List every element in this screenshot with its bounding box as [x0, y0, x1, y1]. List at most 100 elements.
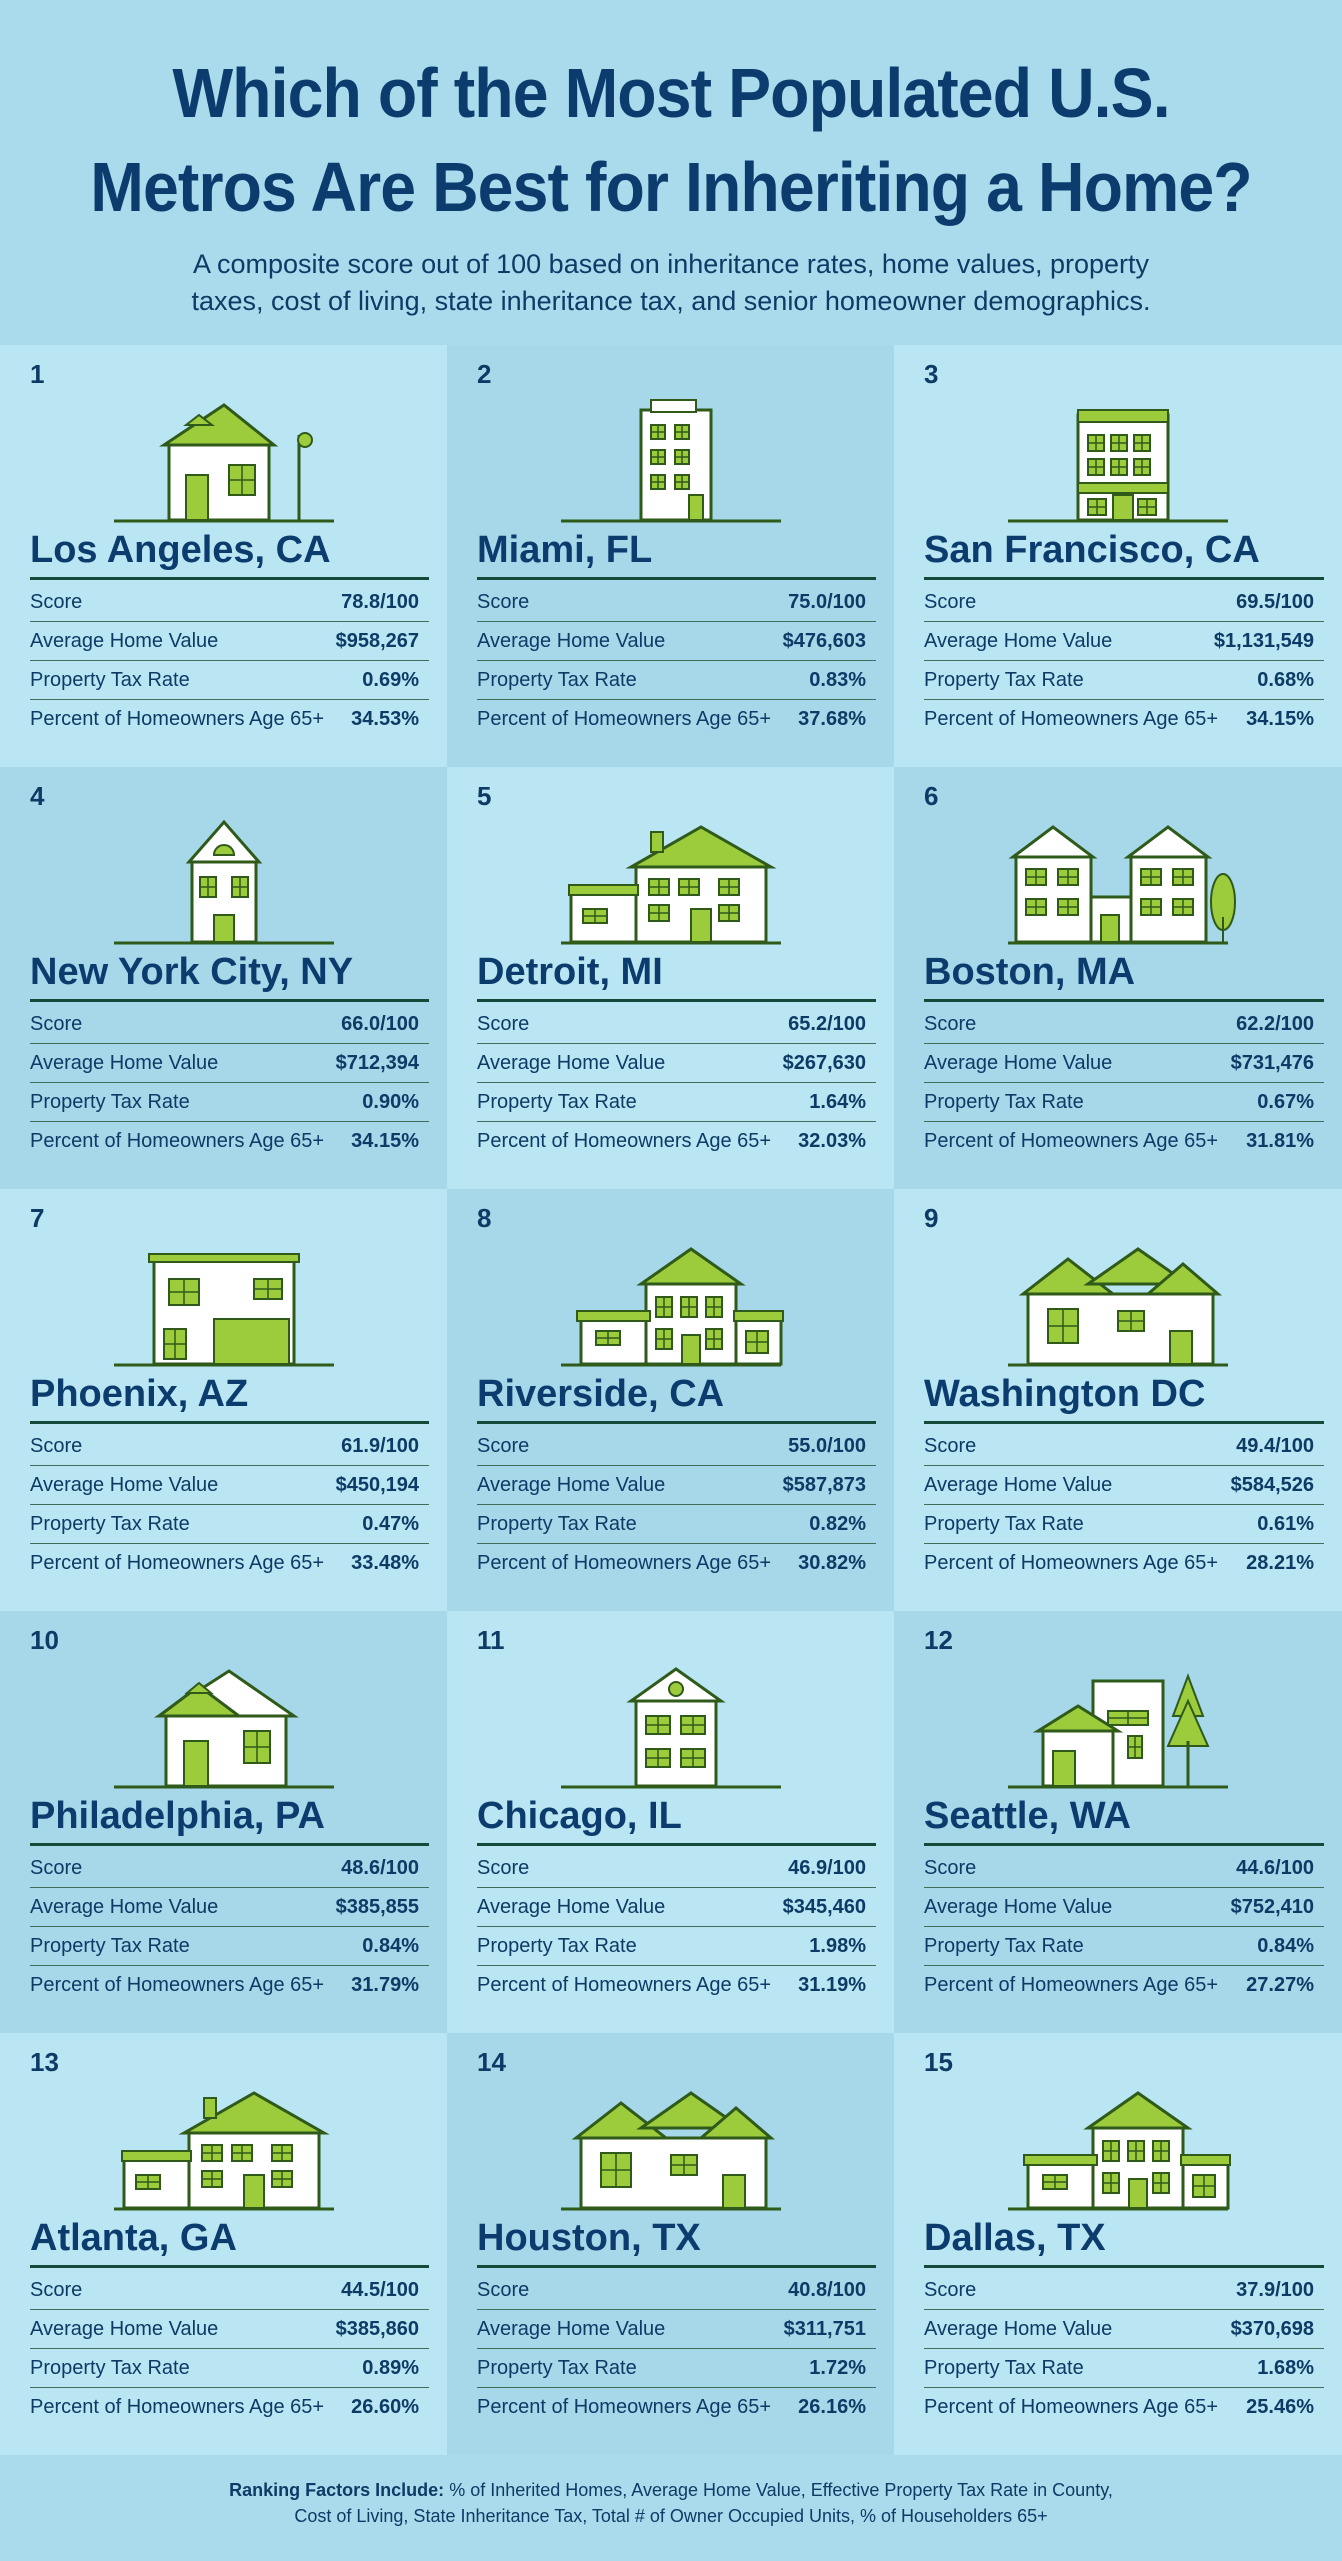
age65-label: Percent of Homeowners Age 65+	[477, 2395, 772, 2418]
city-name: Dallas, TX	[924, 2213, 1324, 2268]
tax-rate-label: Property Tax Rate	[477, 668, 637, 691]
tax-rate-value: 0.47%	[362, 1512, 419, 1535]
tax-rate-label: Property Tax Rate	[30, 1934, 190, 1957]
rank-number: 10	[30, 1625, 59, 1655]
stats-table: Score 37.9/100 Average Home Value $370,698…	[924, 2271, 1324, 2426]
age65-value: 31.79%	[351, 1973, 419, 1996]
footer-line-1: % of Inherited Homes, Average Home Value…	[449, 2480, 1113, 2500]
rank-number: 12	[924, 1625, 953, 1655]
home-value: $1,131,549	[1213, 629, 1314, 652]
rank-number: 8	[477, 1203, 492, 1233]
tax-rate-row: Property Tax Rate 0.84%	[30, 1927, 429, 1966]
metro-card: 4 New York City, NY Score 66.0/100 Averag…	[0, 767, 447, 1189]
title-line-2: Metros Are Best for Inheriting a Home?	[90, 148, 1252, 226]
tax-rate-label: Property Tax Rate	[477, 1934, 637, 1957]
age65-value: 30.82%	[798, 1551, 866, 1574]
stats-table: Score 75.0/100 Average Home Value $476,603…	[477, 583, 876, 738]
home-value-label: Average Home Value	[30, 1895, 219, 1918]
home-value-label: Average Home Value	[477, 629, 666, 652]
score-row: Score 62.2/100	[924, 1005, 1324, 1044]
modern-house-icon	[113, 1253, 334, 1367]
metro-card: 8 Riverside, CA Score 55.0/100 Average Ho…	[447, 1189, 894, 1611]
age65-label: Percent of Homeowners Age 65+	[924, 1973, 1219, 1996]
stats-table: Score 44.6/100 Average Home Value $752,410…	[924, 1849, 1324, 2004]
tax-rate-value: 1.68%	[1257, 2356, 1314, 2379]
score-label: Score	[477, 1434, 530, 1457]
score-value: 62.2/100	[1236, 1012, 1314, 1035]
home-value-row: Average Home Value $370,698	[924, 2310, 1324, 2349]
age65-label: Percent of Homeowners Age 65+	[924, 1551, 1219, 1574]
score-label: Score	[924, 1856, 977, 1879]
house-illustration	[447, 817, 894, 957]
age65-row: Percent of Homeowners Age 65+ 26.60%	[30, 2388, 429, 2426]
metro-card: 15 Dallas, TX Score 37.9/100 Average Home…	[894, 2033, 1342, 2455]
subtitle: A composite score out of 100 based on in…	[191, 249, 1151, 316]
house-illustration	[0, 395, 447, 535]
home-value: $345,460	[782, 1895, 866, 1918]
tax-rate-value: 0.90%	[362, 1090, 419, 1113]
victorian-building-icon	[1008, 409, 1228, 523]
home-value-label: Average Home Value	[924, 1473, 1113, 1496]
home-value-label: Average Home Value	[477, 1473, 666, 1496]
age65-value: 25.46%	[1246, 2395, 1314, 2418]
tax-rate-label: Property Tax Rate	[477, 1090, 637, 1113]
metro-grid: 1 Los Angeles, CA Score 78.8/100 Average …	[0, 345, 1342, 2455]
house-illustration	[0, 817, 447, 957]
home-value: $712,394	[335, 1051, 419, 1074]
tax-rate-value: 0.67%	[1257, 1090, 1314, 1113]
tax-rate-row: Property Tax Rate 0.83%	[477, 661, 876, 700]
score-label: Score	[477, 1856, 530, 1879]
age65-row: Percent of Homeowners Age 65+ 33.48%	[30, 1544, 429, 1582]
age65-label: Percent of Homeowners Age 65+	[924, 1129, 1219, 1152]
home-value-label: Average Home Value	[477, 1895, 666, 1918]
score-value: 69.5/100	[1236, 590, 1314, 613]
home-value-row: Average Home Value $385,860	[30, 2310, 429, 2349]
home-value-label: Average Home Value	[477, 1051, 666, 1074]
age65-value: 32.03%	[798, 1129, 866, 1152]
score-value: 44.5/100	[341, 2278, 419, 2301]
age65-row: Percent of Homeowners Age 65+ 27.27%	[924, 1966, 1324, 2004]
score-label: Score	[924, 2278, 977, 2301]
metro-card: 10 Philadelphia, PA Score 48.6/100 Averag…	[0, 1611, 447, 2033]
home-value-label: Average Home Value	[30, 1473, 219, 1496]
stats-table: Score 48.6/100 Average Home Value $385,855…	[30, 1849, 429, 2004]
home-value: $370,698	[1230, 2317, 1314, 2340]
city-name: Los Angeles, CA	[30, 525, 429, 580]
city-name: Seattle, WA	[924, 1791, 1324, 1846]
score-label: Score	[30, 2278, 83, 2301]
score-value: 40.8/100	[788, 2278, 866, 2301]
home-value-row: Average Home Value $345,460	[477, 1888, 876, 1927]
page-title: Which of the Most Populated U.S. Metros …	[54, 46, 1289, 234]
score-value: 65.2/100	[788, 1012, 866, 1035]
metro-card: 11 Chicago, IL Score 46.9/100 Average Hom…	[447, 1611, 894, 2033]
rank-number: 14	[477, 2047, 506, 2077]
age65-value: 28.21%	[1246, 1551, 1314, 1574]
metro-card: 12 Seattle, WA Score 44.6/100 Average Hom…	[894, 1611, 1342, 2033]
tax-rate-row: Property Tax Rate 0.82%	[477, 1505, 876, 1544]
score-label: Score	[477, 2278, 530, 2301]
score-value: 78.8/100	[341, 590, 419, 613]
score-row: Score 44.5/100	[30, 2271, 429, 2310]
score-row: Score 75.0/100	[477, 583, 876, 622]
metro-card: 5 Detroit, MI Score 65.2/100 Average Home…	[447, 767, 894, 1189]
rank-number: 5	[477, 781, 492, 811]
age65-label: Percent of Homeowners Age 65+	[477, 1973, 772, 1996]
metro-card: 6 Boston, MA Score 62.2/100 Average Home …	[894, 767, 1342, 1189]
city-name: San Francisco, CA	[924, 525, 1324, 580]
tax-rate-row: Property Tax Rate 0.89%	[30, 2349, 429, 2388]
age65-row: Percent of Homeowners Age 65+ 34.15%	[924, 700, 1324, 738]
stats-table: Score 61.9/100 Average Home Value $450,194…	[30, 1427, 429, 1582]
score-row: Score 49.4/100	[924, 1427, 1324, 1466]
age65-value: 33.48%	[351, 1551, 419, 1574]
stats-table: Score 65.2/100 Average Home Value $267,630…	[477, 1005, 876, 1160]
rank-number: 2	[477, 359, 492, 389]
house-illustration	[447, 2083, 894, 2223]
age65-row: Percent of Homeowners Age 65+ 31.19%	[477, 1966, 876, 2004]
rank-number: 15	[924, 2047, 953, 2077]
house-illustration	[894, 395, 1342, 535]
home-value: $385,860	[335, 2317, 419, 2340]
age65-label: Percent of Homeowners Age 65+	[477, 707, 772, 730]
rank-number: 11	[477, 1625, 505, 1655]
home-value: $584,526	[1230, 1473, 1314, 1496]
score-label: Score	[477, 1012, 530, 1035]
